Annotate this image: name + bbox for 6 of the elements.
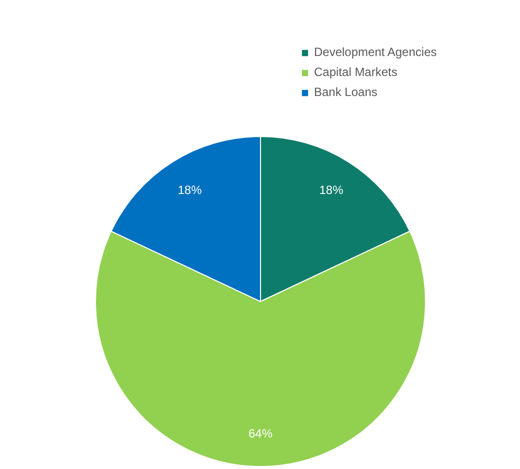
legend-label: Capital Markets xyxy=(314,65,398,79)
data-label: 18% xyxy=(178,183,202,198)
legend-label: Bank Loans xyxy=(314,85,378,99)
data-label: 18% xyxy=(319,183,344,198)
legend-label: Development Agencies xyxy=(314,45,437,59)
data-label: 64% xyxy=(248,426,273,440)
